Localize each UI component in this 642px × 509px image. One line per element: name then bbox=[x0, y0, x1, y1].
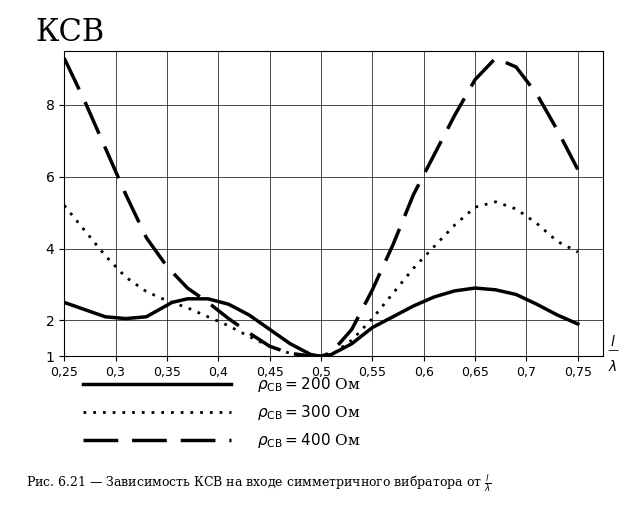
Text: $\rho_{\rm СВ} = 200$ Ом: $\rho_{\rm СВ} = 200$ Ом bbox=[257, 375, 360, 394]
Text: $\lambda$: $\lambda$ bbox=[609, 359, 618, 374]
Text: КСВ: КСВ bbox=[35, 17, 105, 48]
Text: $\rho_{\rm СВ} = 300$ Ом: $\rho_{\rm СВ} = 300$ Ом bbox=[257, 403, 360, 422]
Text: $\rho_{\rm СВ} = 400$ Ом: $\rho_{\rm СВ} = 400$ Ом bbox=[257, 431, 360, 450]
Text: —: — bbox=[607, 345, 619, 355]
Text: Рис. 6.21 — Зависимость КСВ на входе симметричного вибратора от $\frac{l}{\lambd: Рис. 6.21 — Зависимость КСВ на входе сим… bbox=[26, 472, 491, 494]
Text: $l$: $l$ bbox=[610, 334, 616, 349]
